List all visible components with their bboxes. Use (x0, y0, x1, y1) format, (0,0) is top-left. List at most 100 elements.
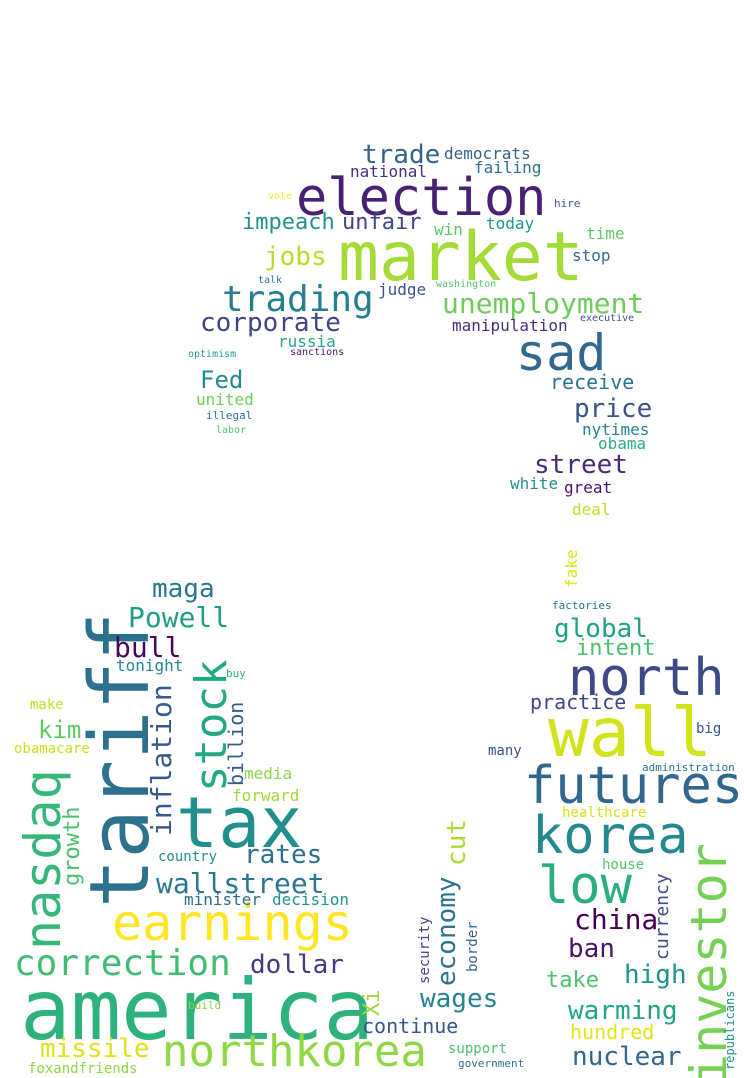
word: vote (268, 191, 293, 202)
word: support (448, 1041, 508, 1057)
word: korea (532, 806, 689, 866)
word: great (564, 478, 613, 497)
word: white (510, 474, 559, 493)
word: price (574, 394, 653, 424)
word: growth (60, 806, 85, 886)
word: northkorea (162, 1026, 427, 1077)
word: rates (244, 840, 323, 870)
word: take (546, 968, 599, 993)
word: today (486, 214, 535, 233)
word: wallstreet (156, 867, 325, 900)
word: obamacare (14, 741, 90, 757)
word: government (458, 1057, 525, 1070)
word: ban (568, 934, 615, 964)
word: nytimes (582, 420, 650, 439)
word: stop (572, 246, 611, 265)
word: talk (258, 275, 283, 286)
word: big (696, 721, 722, 737)
word: wages (420, 984, 499, 1014)
word: Powell (128, 601, 230, 634)
word: Xi (360, 989, 385, 1017)
word: time (586, 224, 625, 243)
word: jobs (264, 242, 327, 272)
word: kim (38, 716, 82, 744)
word: impeach (242, 210, 335, 235)
word: dollar (250, 950, 344, 980)
word: democrats (444, 144, 531, 163)
word: currency (652, 873, 673, 960)
word: forward (232, 786, 300, 805)
word: maga (152, 574, 215, 604)
word: make (30, 697, 64, 713)
word: billion (224, 701, 248, 786)
word: america (20, 961, 375, 1059)
word: trade (362, 140, 441, 170)
word: receive (550, 370, 635, 394)
word: media (244, 764, 293, 783)
word: buy (226, 667, 246, 680)
word: practice (530, 690, 627, 714)
word: sad (516, 324, 607, 382)
word: unemployment (442, 287, 645, 320)
word: manipulation (452, 316, 568, 335)
word: illegal (206, 409, 253, 422)
word: cut (442, 819, 472, 866)
word: fake (562, 549, 581, 588)
word: Fed (200, 366, 244, 394)
word: obama (598, 434, 647, 453)
word: house (602, 857, 645, 873)
word: china (574, 903, 659, 936)
word: washington (436, 279, 497, 290)
word: unfair (342, 210, 422, 235)
word: deal (572, 500, 611, 519)
word: economy (432, 876, 462, 986)
word: inflation (145, 684, 178, 836)
word: decision (272, 890, 350, 909)
word: optimism (188, 349, 237, 360)
word: street (534, 450, 628, 480)
word: failing (474, 158, 542, 177)
word: republicans (723, 990, 737, 1070)
word: continue (362, 1014, 459, 1038)
word: minister (184, 890, 262, 909)
word: bull (114, 631, 182, 664)
word: north (568, 648, 725, 708)
word: warming (568, 996, 678, 1026)
word: high (624, 960, 687, 990)
word: administration (642, 761, 735, 774)
word: factories (552, 599, 612, 612)
word: intent (576, 636, 656, 661)
word: hundred (570, 1020, 655, 1044)
word: global (554, 614, 648, 644)
word: earnings (112, 894, 353, 952)
word: united (196, 390, 254, 409)
word: russia (278, 332, 336, 351)
word: wall (548, 694, 712, 773)
word: market (338, 218, 584, 297)
word: foxandfriends (28, 1061, 138, 1077)
word: healthcare (562, 805, 647, 821)
word: country (158, 849, 218, 865)
word: nuclear (572, 1042, 682, 1072)
word: many (488, 743, 522, 759)
word: futures (524, 756, 744, 816)
word: executive (580, 313, 635, 324)
word: hire (554, 197, 581, 210)
word: border (465, 921, 481, 972)
word: sanctions (290, 347, 345, 358)
word: tax (176, 782, 303, 864)
word: low (538, 856, 632, 916)
word: trading (222, 279, 374, 320)
word: judge (378, 280, 427, 299)
word: election (296, 168, 547, 228)
word: win (434, 220, 463, 239)
word: tonight (116, 656, 184, 675)
word: national (350, 162, 428, 181)
word: corporate (200, 308, 341, 338)
word: build (188, 999, 222, 1012)
word: correction (14, 943, 231, 984)
word: missile (40, 1034, 150, 1064)
word: security (417, 916, 433, 984)
word: labor (216, 425, 247, 436)
